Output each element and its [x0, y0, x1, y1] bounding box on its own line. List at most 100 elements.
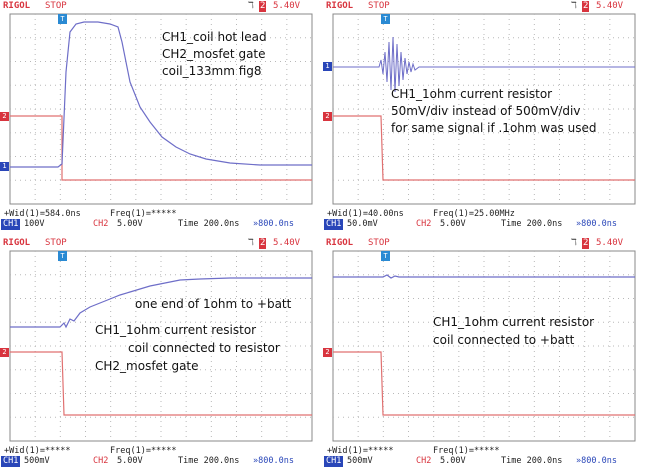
width-measure: +Wid(1)=*****: [4, 446, 71, 456]
annotation-1: one end of 1ohm to +batt: [135, 297, 292, 311]
ch1-label: CH1: [1, 456, 21, 467]
ch1-level-marker: 1: [323, 62, 332, 71]
annotation-4: CH2_mosfet gate: [95, 359, 199, 373]
ch2-label: CH2: [416, 456, 432, 466]
ch1-scale: 500mV: [24, 456, 50, 466]
ch1-scale: 100V: [24, 219, 45, 229]
annotation-2: CH1_1ohm current resistor: [95, 323, 257, 337]
timebase: Time 200.0ns: [501, 456, 563, 466]
freq-measure: Freq(1)=25.00MHz: [433, 209, 515, 219]
ch1-label: CH1: [1, 219, 21, 230]
waveform-display: [332, 250, 636, 442]
run-state: STOP: [368, 238, 390, 248]
grid: [332, 250, 636, 442]
width-measure: +Wid(1)=*****: [327, 446, 394, 456]
ch2-label: CH2: [93, 456, 109, 466]
trigger-level: 5.40V: [596, 238, 624, 248]
trigger-channel-badge: 2: [582, 238, 590, 249]
annotation-2: coil connected to +batt: [433, 333, 575, 347]
ch2-level-marker: 2: [0, 112, 9, 121]
scope-panel-1: RIGOL STOP ℸ 2 5.40V T 2 1 CH1_coil hot …: [0, 0, 322, 237]
measurement-footer: +Wid(1)=40.00ns Freq(1)=25.00MHz: [323, 207, 645, 237]
ch1-trace: [10, 21, 312, 168]
ch2-trace: [333, 115, 635, 181]
trigger-level: 5.40V: [273, 238, 301, 248]
time-offset: »800.0ns: [253, 456, 294, 466]
trigger-symbol: ℸ: [571, 238, 577, 248]
annotation-3: coil_133mm fig8: [162, 64, 262, 78]
scope-panel-2: RIGOL STOP ℸ 2 5.40V T 2 1 CH1_1ohm curr…: [323, 0, 645, 237]
annotation-2: 50mV/div instead of 500mV/div: [391, 104, 581, 118]
timebase: Time 200.0ns: [178, 456, 240, 466]
trigger-channel-badge: 2: [259, 1, 267, 12]
panel-header: RIGOL STOP ℸ 2 5.40V: [0, 0, 322, 13]
ch1-level-marker: 1: [0, 162, 9, 171]
freq-measure: Freq(1)=*****: [110, 446, 177, 456]
trigger-position-marker: T: [58, 14, 67, 24]
trigger-position-marker: T: [381, 251, 390, 261]
annotation-3: for same signal if .1ohm was used: [391, 121, 597, 135]
ch1-label: CH1: [324, 456, 344, 467]
ch2-label: CH2: [416, 219, 432, 229]
width-measure: +Wid(1)=40.00ns: [327, 209, 404, 219]
trigger-channel-badge: 2: [582, 1, 590, 12]
ch2-level-marker: 2: [0, 348, 9, 357]
freq-measure: Freq(1)=*****: [110, 209, 177, 219]
brand-label: RIGOL: [3, 1, 31, 11]
ch2-level-marker: 2: [323, 348, 332, 357]
annotation-1: CH1_coil hot lead: [162, 30, 267, 44]
trigger-symbol: ℸ: [248, 238, 254, 248]
time-offset: »800.0ns: [576, 219, 617, 229]
panel-header: RIGOL STOP ℸ 2 5.40V: [323, 237, 645, 250]
annotation-1: CH1_1ohm current resistor: [391, 87, 553, 101]
annotation-1: CH1_1ohm current resistor: [433, 315, 595, 329]
timebase: Time 200.0ns: [178, 219, 240, 229]
panel-header: RIGOL STOP ℸ 2 5.40V: [323, 0, 645, 13]
ch1-scale: 500mV: [347, 456, 373, 466]
trigger-level: 5.40V: [273, 1, 301, 11]
time-offset: »800.0ns: [576, 456, 617, 466]
ch2-scale: 5.00V: [117, 219, 143, 229]
panel-header: RIGOL STOP ℸ 2 5.40V: [0, 237, 322, 250]
ch1-trace: [10, 277, 312, 329]
ch2-scale: 5.00V: [440, 219, 466, 229]
timebase: Time 200.0ns: [501, 219, 563, 229]
ch2-label: CH2: [93, 219, 109, 229]
annotation-3: coil connected to resistor: [128, 341, 280, 355]
grid: [9, 13, 313, 205]
brand-label: RIGOL: [326, 1, 354, 11]
run-state: STOP: [45, 238, 67, 248]
annotation-2: CH2_mosfet gate: [162, 47, 266, 61]
trigger-position-marker: T: [381, 14, 390, 24]
ch2-level-marker: 2: [323, 112, 332, 121]
run-state: STOP: [368, 1, 390, 11]
measurement-footer: +Wid(1)=***** Freq(1)=*****: [323, 444, 645, 474]
ch2-scale: 5.00V: [117, 456, 143, 466]
grid: [9, 250, 313, 442]
trigger-channel-badge: 2: [259, 238, 267, 249]
ch1-trace: [333, 36, 635, 93]
ch2-trace: [333, 351, 635, 416]
measurement-footer: +Wid(1)=***** Freq(1)=*****: [0, 444, 322, 474]
run-state: STOP: [45, 1, 67, 11]
ch1-scale: 50.0mV: [347, 219, 378, 229]
trigger-position-marker: T: [58, 251, 67, 261]
trigger-symbol: ℸ: [248, 1, 254, 11]
scope-panel-4: RIGOL STOP ℸ 2 5.40V T 2 CH1_1ohm curren…: [323, 237, 645, 474]
ch2-trace: [10, 351, 312, 416]
trigger-level: 5.40V: [596, 1, 624, 11]
brand-label: RIGOL: [326, 238, 354, 248]
waveform-display: [9, 250, 313, 442]
waveform-display: [9, 13, 313, 205]
width-measure: +Wid(1)=584.0ns: [4, 209, 81, 219]
trigger-symbol: ℸ: [571, 1, 577, 11]
brand-label: RIGOL: [3, 238, 31, 248]
ch1-trace: [333, 274, 635, 279]
time-offset: »800.0ns: [253, 219, 294, 229]
ch2-scale: 5.00V: [440, 456, 466, 466]
ch1-label: CH1: [324, 219, 344, 230]
scope-panel-3: RIGOL STOP ℸ 2 5.40V T 2 one end of 1ohm…: [0, 237, 322, 474]
freq-measure: Freq(1)=*****: [433, 446, 500, 456]
measurement-footer: +Wid(1)=584.0ns Freq(1)=*****: [0, 207, 322, 237]
waveform-display: [332, 13, 636, 205]
